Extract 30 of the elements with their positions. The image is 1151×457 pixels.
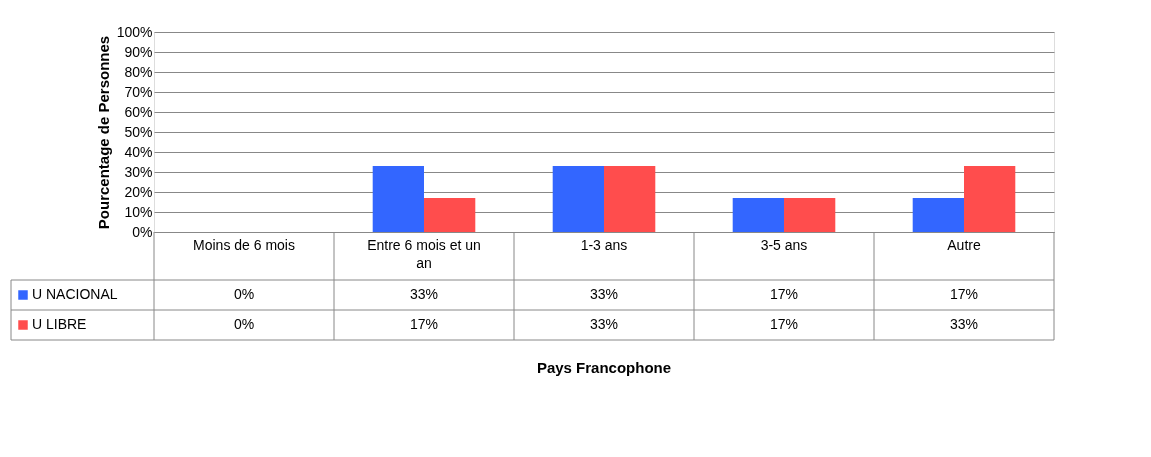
- text: Pays Francophone: [536, 359, 672, 376]
- data-label: 0%: [233, 316, 255, 332]
- data-label: 33%: [589, 316, 619, 332]
- x-tick-label: Entre 6 mois et un an: [367, 236, 481, 271]
- data-label: 17%: [769, 286, 799, 302]
- y-tick-label: 100%: [116, 23, 153, 40]
- x-tick-label: Autre: [947, 236, 981, 253]
- data-label: 33%: [589, 286, 619, 302]
- x-tick-label: 3-5 ans: [760, 236, 808, 253]
- data-label: 17%: [949, 286, 979, 302]
- data-label: 33%: [409, 286, 439, 302]
- y-tick-label: 40%: [124, 143, 153, 160]
- data-label: 17%: [769, 316, 799, 332]
- y-tick-label: 60%: [124, 103, 153, 120]
- x-tick-label: 1-3 ans: [580, 236, 628, 253]
- y-tick-label: 90%: [124, 43, 153, 60]
- y-axis-title: Pourcentage de Personnes: [94, 35, 112, 230]
- x-tick-label: Moins de 6 mois: [193, 236, 295, 253]
- y-tick-label: 20%: [124, 183, 153, 200]
- y-tick-label: 0%: [132, 223, 153, 240]
- y-tick-label: 70%: [124, 83, 153, 100]
- data-label: 17%: [409, 316, 439, 332]
- data-label: 0%: [233, 286, 255, 302]
- y-tick-label: 10%: [124, 203, 153, 220]
- y-tick-label: 80%: [124, 63, 153, 80]
- legend-label: U LIBRE: [32, 316, 87, 332]
- y-tick-label: 30%: [124, 163, 153, 180]
- y-tick-label: 50%: [124, 123, 153, 140]
- data-label: 33%: [949, 316, 979, 332]
- legend-label: U NACIONAL: [32, 286, 118, 302]
